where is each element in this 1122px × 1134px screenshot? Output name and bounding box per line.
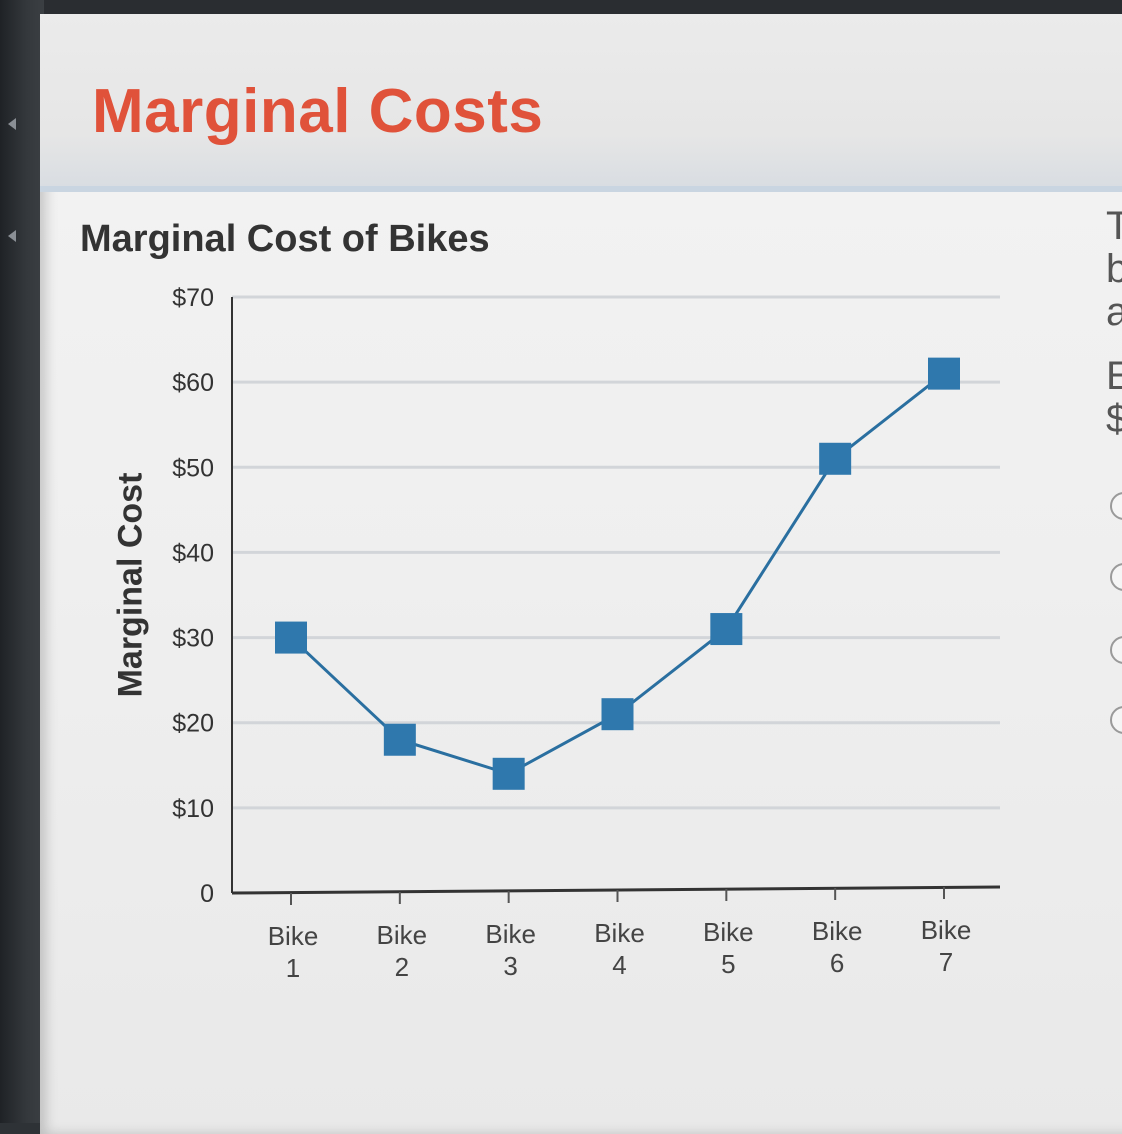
clipped-text-glyph: a (1106, 290, 1122, 334)
y-tick-label: $50 (172, 454, 214, 482)
collapse-arrow-icon[interactable] (8, 230, 16, 242)
x-tick-label: Bike (812, 916, 863, 946)
x-tick-label: 1 (286, 953, 300, 983)
x-tick-label: Bike (594, 918, 645, 948)
y-tick-label: $40 (172, 539, 214, 567)
x-tick-label: Bike (703, 917, 754, 947)
x-tick-label: 3 (503, 951, 517, 981)
y-tick-label: $60 (172, 369, 214, 397)
header-band (40, 14, 1122, 192)
y-tick-label: $10 (172, 795, 214, 823)
x-tick-label: 2 (395, 952, 409, 982)
data-point (710, 613, 743, 646)
x-axis-line (231, 885, 1001, 895)
collapse-arrow-icon[interactable] (8, 118, 16, 130)
y-tick-label: $20 (172, 710, 214, 738)
y-tick-label: 0 (200, 880, 214, 908)
data-point (492, 757, 525, 790)
page-title: Marginal Costs (92, 77, 544, 146)
clipped-text-glyph: E (1106, 354, 1122, 398)
data-point (819, 442, 852, 475)
monitor-bezel-left (0, 0, 44, 1123)
x-tick-label: 6 (830, 948, 844, 978)
chart-title: Marginal Cost of Bikes (80, 218, 490, 260)
x-tick-label: Bike (921, 915, 972, 945)
monitor-bezel-top (0, 0, 1122, 16)
data-point (275, 621, 307, 654)
y-tick-label: $70 (172, 284, 214, 312)
clipped-text-glyph: b (1106, 247, 1122, 291)
x-tick-label: 4 (612, 950, 626, 980)
x-tick-label: 5 (721, 949, 735, 979)
x-tick-label: Bike (485, 919, 536, 949)
clipped-text-glyph: T (1106, 205, 1122, 248)
lesson-screen: Marginal Costs (40, 14, 1122, 1134)
x-tick-label: Bike (377, 920, 428, 950)
data-point (383, 723, 416, 756)
x-tick-label: 7 (939, 947, 953, 977)
data-point (601, 698, 634, 731)
data-point (928, 357, 960, 390)
x-tick-label: Bike (268, 921, 319, 951)
clipped-text-glyph: $ (1106, 397, 1122, 441)
y-tick-label: $30 (172, 625, 214, 653)
